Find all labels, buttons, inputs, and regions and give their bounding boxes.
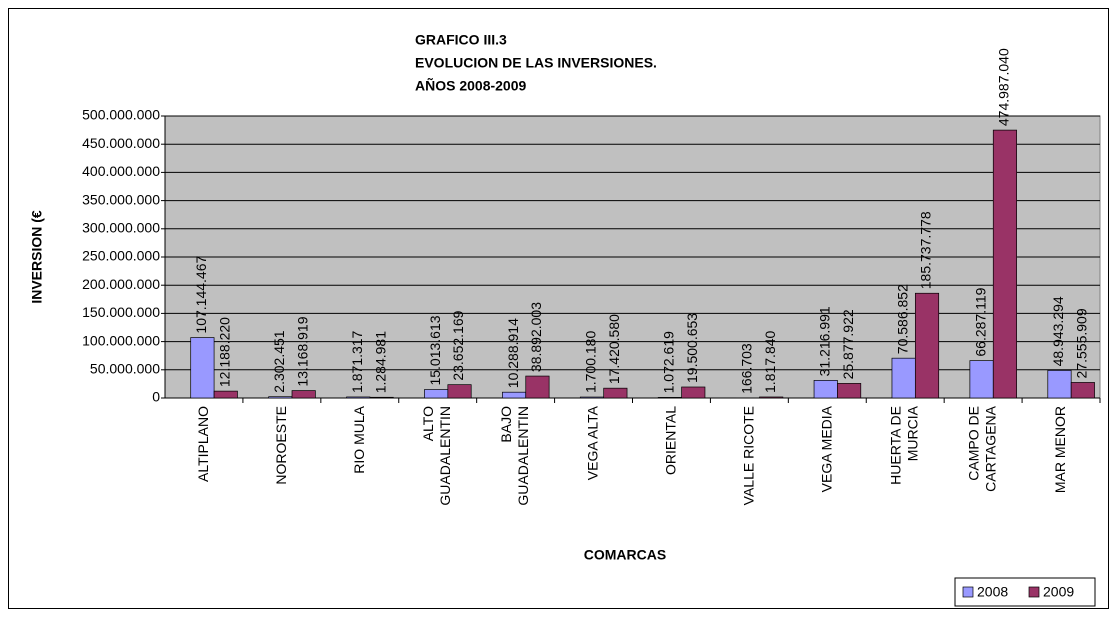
bar [837, 383, 862, 399]
bar [914, 292, 940, 399]
bar [681, 386, 706, 399]
value-label: 38.892.003 [528, 302, 544, 372]
x-tick-label: ALTIPLANO [195, 406, 211, 482]
y-tick-label: 50.000.000 [90, 361, 160, 377]
y-tick-label: 0 [152, 389, 160, 405]
legend-label: 2008 [977, 584, 1008, 600]
value-label: 1.700.180 [583, 331, 599, 393]
chart-title: GRAFICO III.3 [415, 32, 507, 48]
value-label: 10.288.914 [505, 318, 521, 388]
bar [579, 396, 605, 399]
value-label: 70.586.852 [894, 284, 910, 354]
bar [603, 387, 628, 399]
bar [759, 396, 784, 399]
bar [291, 390, 316, 399]
y-tick-label: 250.000.000 [82, 248, 160, 264]
value-label: 1.072.619 [661, 331, 677, 393]
y-tick-label: 200.000.000 [82, 276, 160, 292]
value-label: 1.284.981 [372, 331, 388, 393]
x-tick-label: ALTOGUADALENTIN [420, 406, 453, 506]
value-label: 17.420.580 [606, 314, 622, 384]
y-tick-label: 100.000.000 [82, 332, 160, 348]
legend-label: 2009 [1043, 584, 1074, 600]
bar [447, 384, 472, 399]
x-tick-label: NOROESTE [273, 406, 289, 485]
x-tick-label: ORIENTAL [662, 406, 678, 475]
y-tick-label: 450.000.000 [82, 135, 160, 151]
bar [213, 390, 238, 399]
x-tick-label: HUERTA DEMURCIA [887, 405, 920, 484]
legend-swatch [962, 586, 974, 598]
value-label: 12.188.220 [216, 317, 232, 387]
bar [992, 129, 1017, 399]
value-label: 474.987.040 [996, 48, 1012, 126]
y-tick-label: 400.000.000 [82, 163, 160, 179]
x-tick-label: MAR MENOR [1052, 406, 1068, 493]
y-tick-label: 300.000.000 [82, 220, 160, 236]
legend-box [954, 577, 1096, 607]
x-tick-label: CAMPO DECARTAGENA [965, 405, 998, 491]
bar [657, 397, 682, 399]
y-tick-label: 350.000.000 [82, 191, 160, 207]
chart-title: AÑOS 2008-2009 [415, 77, 527, 94]
value-label: 66.287.119 [972, 287, 988, 356]
value-label: 15.013.613 [427, 315, 443, 385]
x-tick-label: VALLE RICOTE [740, 406, 756, 505]
bar [346, 396, 371, 399]
value-label: 25.877.922 [840, 309, 856, 379]
x-tick-label: RIO MULA [350, 405, 366, 473]
x-axis-label: COMARCAS [584, 547, 666, 563]
legend-swatch [1028, 586, 1040, 598]
value-label: 1.817.840 [762, 330, 778, 392]
bar [369, 396, 394, 399]
value-label: 23.652.169 [450, 310, 466, 380]
y-axis-label: INVERSION (€ [29, 210, 45, 304]
x-tick-label: VEGA MEDIA [818, 405, 834, 492]
value-label: 107.144.467 [193, 256, 209, 334]
bar [813, 380, 838, 399]
bar [1070, 382, 1095, 399]
value-label: 48.943.294 [1050, 296, 1066, 366]
value-label: 13.168.919 [294, 316, 310, 386]
value-label: 1.871.317 [349, 330, 365, 392]
bar [424, 389, 449, 399]
chart-title: EVOLUCION DE LAS INVERSIONES. [415, 55, 657, 71]
y-tick-label: 500.000.000 [82, 107, 160, 123]
bar [1047, 370, 1072, 399]
bar [190, 337, 215, 399]
value-label: 166.703 [739, 343, 755, 394]
value-label: 19.500.653 [684, 313, 700, 383]
bar [268, 396, 293, 399]
value-label: 27.555.909 [1074, 308, 1090, 378]
bar [891, 357, 916, 399]
x-tick-label: VEGA ALTA [584, 405, 600, 480]
bar [502, 391, 527, 399]
y-tick-label: 150.000.000 [82, 304, 160, 320]
value-label: 185.737.778 [918, 211, 934, 289]
value-label: 2.302.451 [271, 330, 287, 392]
bar [525, 375, 550, 399]
value-label: 31.216.991 [816, 306, 832, 376]
x-tick-label: BAJOGUADALENTIN [498, 406, 531, 506]
bar [969, 360, 994, 399]
